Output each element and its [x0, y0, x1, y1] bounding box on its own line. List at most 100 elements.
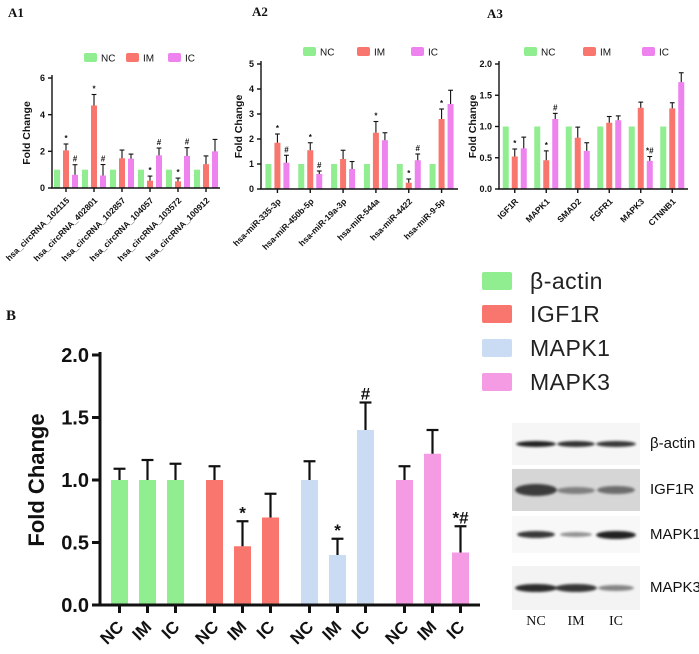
beta-actin-swatch — [482, 272, 512, 290]
blot-strip-3 — [512, 566, 640, 610]
y-axis-label: Fold Change — [21, 101, 33, 165]
y-tick-label: 2 — [249, 134, 254, 144]
bar-nc-5 — [429, 164, 436, 189]
bar-im-1 — [307, 150, 314, 189]
blot-band — [557, 441, 595, 447]
blot-band — [517, 531, 555, 538]
panel-b-letter: B — [6, 308, 17, 324]
y-axis-label: Fold Change — [467, 95, 479, 159]
significance-annotation: * — [334, 521, 341, 540]
x-label: NC — [287, 617, 318, 648]
bar-ic-0 — [283, 162, 290, 189]
legend-swatch-nc — [84, 53, 97, 62]
significance-annotation: *# — [646, 147, 654, 156]
chart-a3-genes: NC IM IC*IGF1R*#MAPK1 SMAD2 FGFR1*#MAPK3 CTNN… — [467, 47, 688, 228]
blot-band — [515, 484, 557, 496]
legend-label: NC — [320, 48, 334, 59]
significance-annotation: # — [157, 138, 162, 147]
x-label: MAPK3 — [618, 196, 646, 224]
western-blot: β-actin IGF1R MAPK1 MAPK3 NC IM IC — [500, 418, 699, 654]
bar-ic-5 — [212, 151, 218, 188]
bar-ic-3 — [452, 552, 469, 605]
bar-im-2 — [574, 137, 581, 189]
legend-swatch-im — [126, 53, 139, 62]
x-label: IM — [414, 617, 441, 644]
significance-annotation: * — [276, 124, 280, 133]
bar-nc-2 — [110, 169, 116, 188]
chart-a1-circrna: NC IM IC*#hsa_circRNA_102115*#hsa_circRNA_… — [4, 53, 220, 263]
legend-item-mapk3: MAPK3 — [482, 369, 610, 395]
bar-nc-0 — [111, 480, 128, 605]
legend-label: IM — [600, 48, 611, 59]
y-tick-label: 0 — [249, 184, 254, 194]
bar-nc-3 — [138, 169, 144, 188]
blot-lane-label: NC — [526, 614, 546, 629]
legend-label: IM — [143, 54, 154, 65]
bar-im-1 — [234, 546, 251, 605]
blot-band — [596, 441, 636, 447]
bar-im-4 — [405, 182, 412, 189]
igf1r-swatch — [482, 305, 512, 323]
significance-annotation: * — [309, 133, 313, 142]
bar-nc-5 — [194, 169, 200, 188]
bar-ic-5 — [447, 104, 454, 189]
bar-nc-1 — [534, 126, 541, 189]
x-label: IC — [443, 617, 468, 642]
blot-row-label: MAPK3 — [650, 579, 699, 596]
x-label: CTNNB1 — [646, 196, 678, 228]
bar-nc-3 — [363, 164, 370, 189]
bar-nc-4 — [166, 169, 172, 188]
bar-nc-0 — [54, 169, 60, 188]
bar-ic-4 — [184, 155, 190, 188]
legend-swatch-nc — [303, 47, 316, 56]
blot-strip-1 — [512, 469, 640, 511]
blot-band — [597, 486, 635, 494]
blot-band — [557, 486, 595, 494]
legend-swatch-im — [357, 47, 370, 56]
y-tick-label: 0.0 — [479, 184, 492, 194]
panel-a3: A3 NC IM IC * IGF1R * # MAPK1 SMAD2 FGFR1 *# MAPK3 C… — [466, 0, 699, 280]
y-tick-label: 2 — [40, 146, 45, 156]
legend-item-igf1r: IGF1R — [482, 300, 601, 327]
bar-ic-4 — [646, 160, 653, 189]
y-tick-label: 0.0 — [61, 595, 89, 617]
legend-item-mapk1: MAPK1 — [482, 334, 611, 361]
panel-a1-letter: A1 — [8, 5, 24, 20]
legend-swatch-ic — [411, 47, 424, 56]
bar-im-3 — [147, 180, 153, 188]
legend-swatch-ic — [168, 53, 181, 62]
panel-a2-letter: A2 — [252, 4, 268, 19]
legend-label: MAPK1 — [530, 334, 611, 361]
bar-ic-3 — [156, 155, 162, 188]
blot-band — [515, 584, 557, 592]
chart-b-protein: NC IM IC NC*IM IC NC*IM#IC NC IM*#IC0.00.51.01.… — [24, 345, 480, 648]
significance-annotation: * — [545, 141, 549, 150]
legend-label: IGF1R — [530, 300, 601, 327]
legend-swatch-nc — [524, 47, 537, 56]
bar-ic-0 — [520, 148, 527, 189]
bar-im-3 — [424, 453, 441, 605]
y-tick-label: 1 — [249, 159, 254, 169]
panel-a2: A2 NC IM IC * # hsa-miR-335-3p * # hsa-miR-450b-… — [233, 0, 466, 280]
x-label: IM — [319, 617, 346, 644]
bar-ic-3 — [381, 140, 388, 189]
y-axis-label: Fold Change — [233, 95, 245, 159]
bar-im-0 — [63, 150, 69, 188]
x-label: IM — [129, 617, 156, 644]
panel-b: B NC IM IC NC * IM IC NC * IM # IC NC IM *# IC 0.0 0.5 1.0… — [0, 280, 480, 654]
bar-ic-0 — [72, 174, 78, 188]
blot-row-label: β-actin — [650, 435, 696, 452]
x-label: IC — [253, 617, 278, 642]
x-label: IGF1R — [495, 196, 520, 221]
x-label: NC — [97, 617, 128, 648]
blot-band — [555, 584, 597, 592]
significance-annotation: * — [513, 139, 517, 148]
bar-im-4 — [637, 107, 644, 189]
bar-nc-3 — [597, 126, 604, 189]
bar-ic-2 — [128, 158, 134, 188]
x-label: MAPK1 — [524, 196, 552, 224]
bar-im-2 — [119, 158, 125, 188]
protein-legend: β-actin IGF1R MAPK1 MAPK3 — [480, 258, 699, 410]
bar-ic-2 — [357, 430, 374, 605]
x-label: SMAD2 — [555, 196, 583, 224]
